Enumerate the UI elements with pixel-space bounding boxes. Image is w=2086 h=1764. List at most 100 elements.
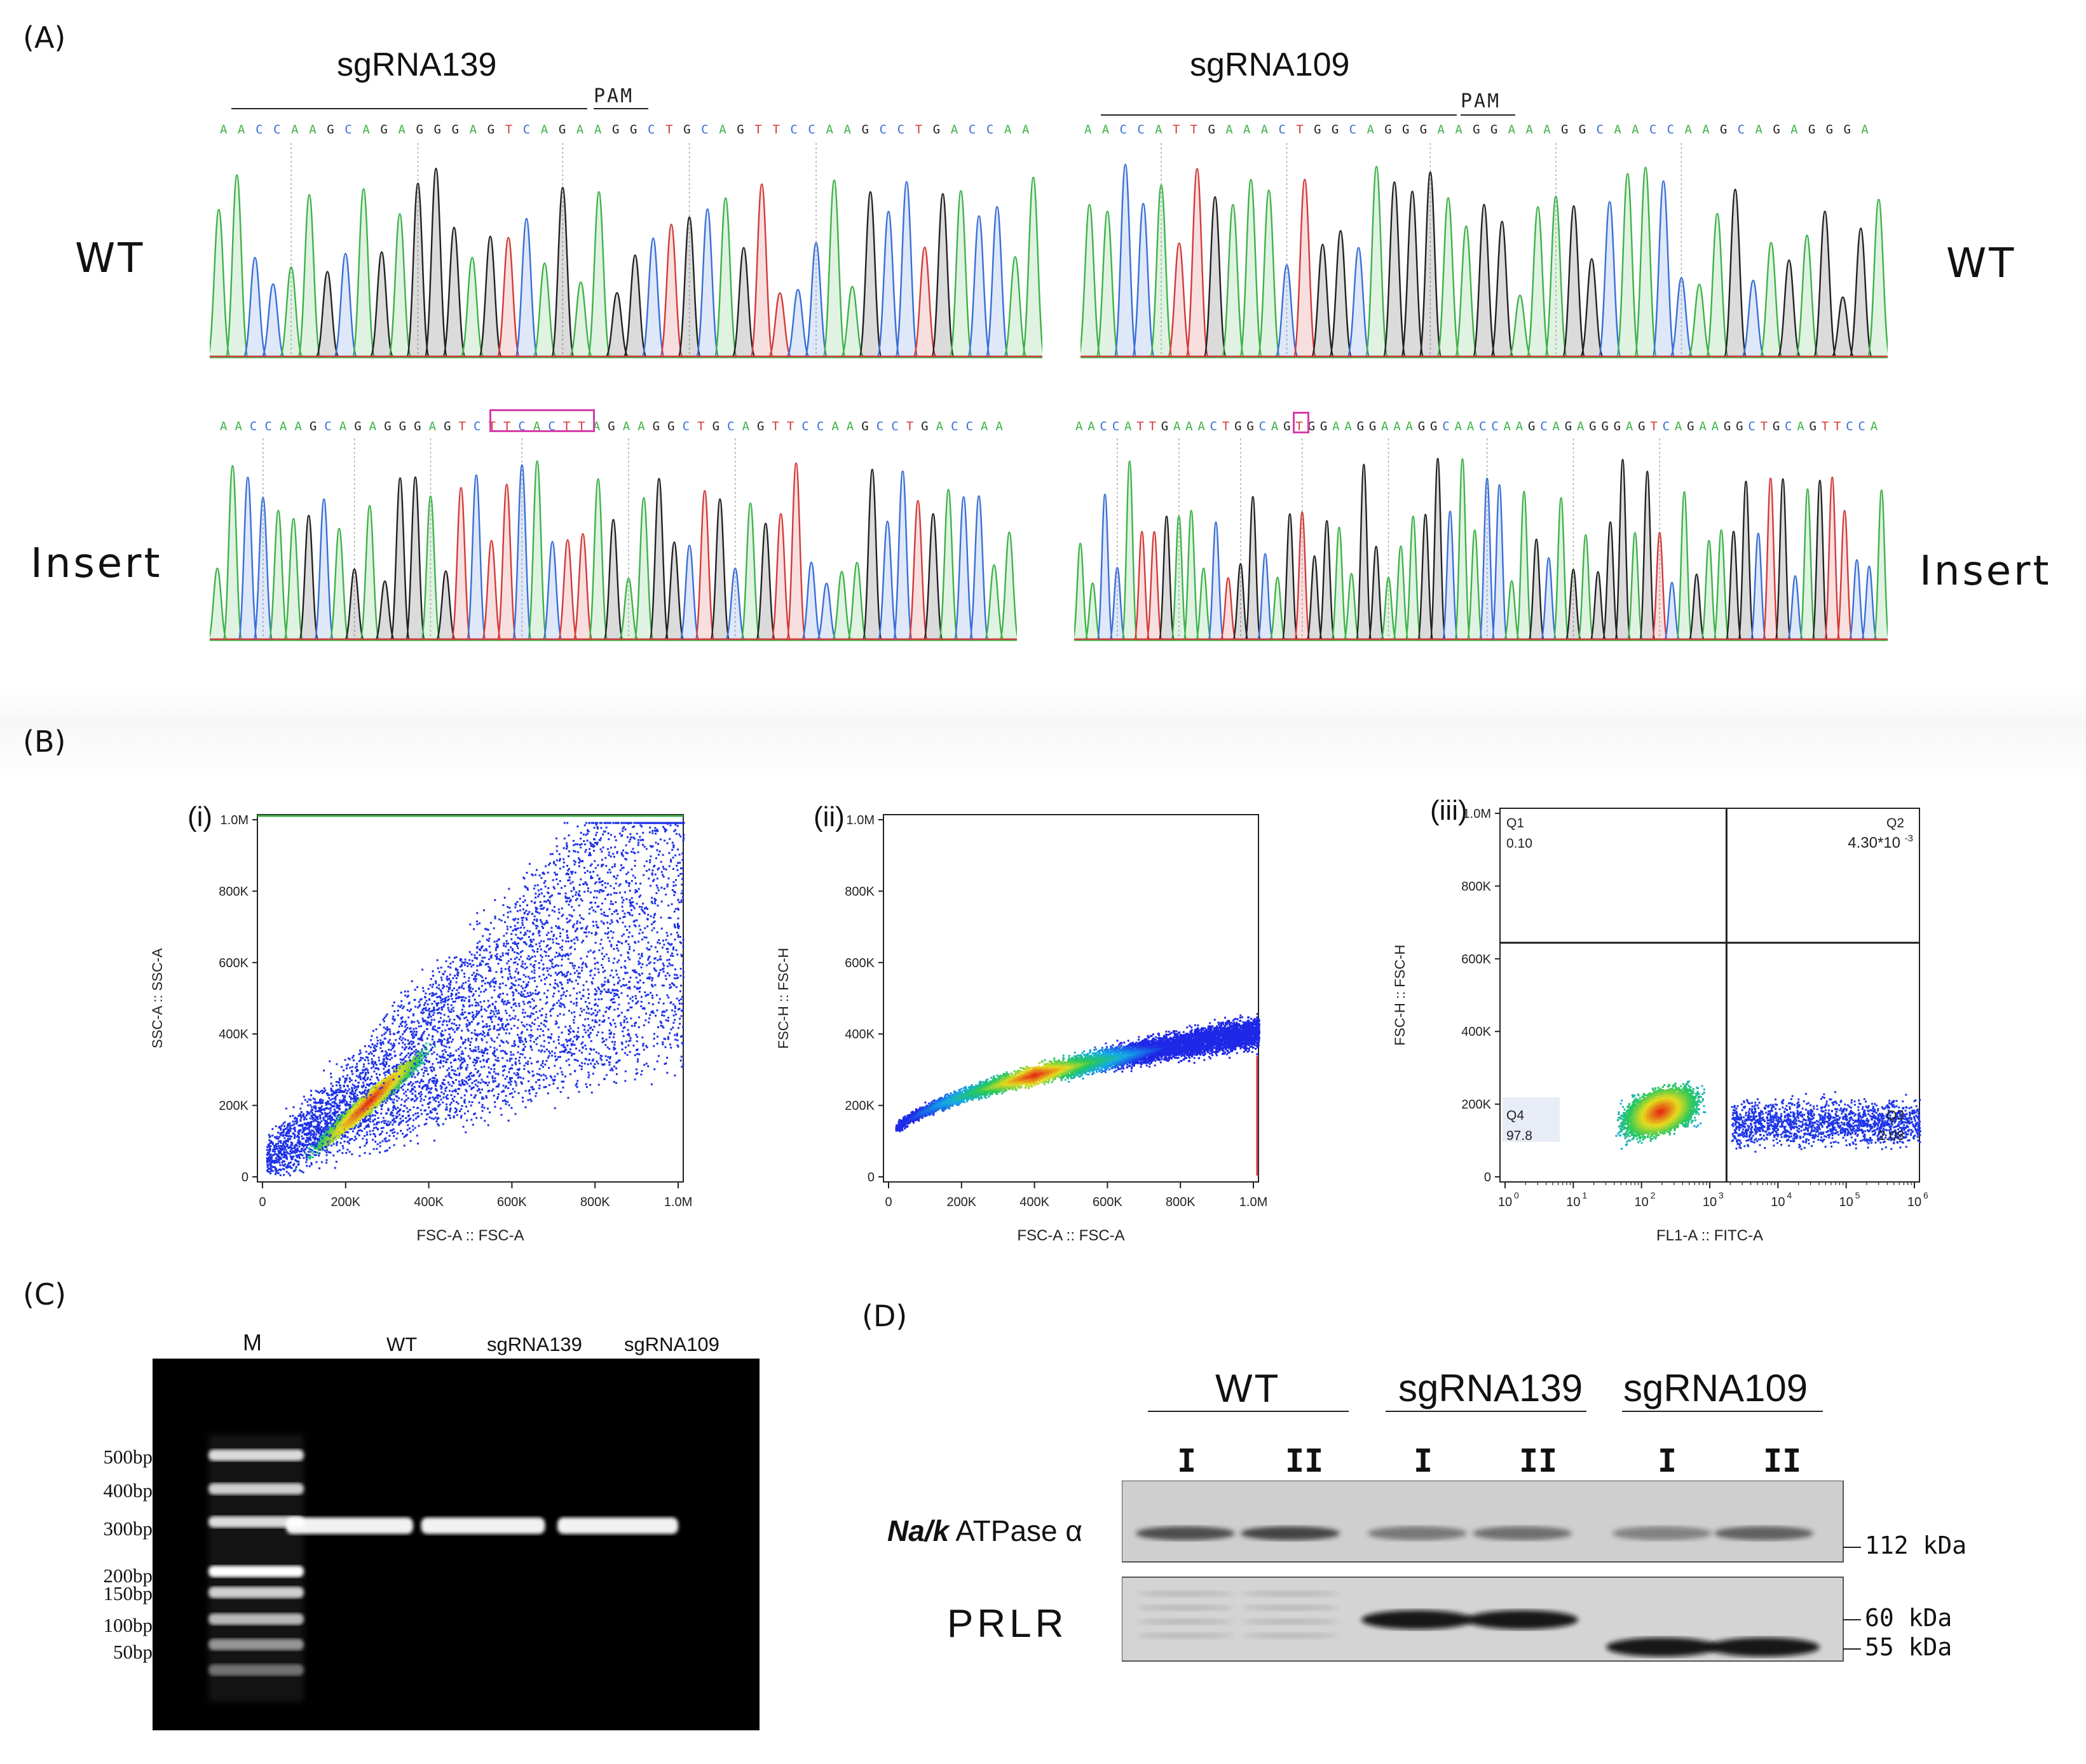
event-point — [415, 1099, 418, 1101]
base-letter: A — [1455, 419, 1462, 433]
event-point — [269, 1165, 272, 1167]
base-letter: C — [876, 419, 883, 433]
event-point — [346, 1074, 349, 1076]
base-letter: A — [1543, 123, 1550, 137]
event-point — [650, 923, 653, 926]
event-point — [395, 1117, 398, 1120]
event-point — [528, 958, 531, 961]
event-point — [467, 1110, 469, 1113]
event-point — [270, 1168, 273, 1170]
event-point — [449, 1061, 452, 1064]
event-point — [629, 902, 632, 905]
event-point — [388, 1053, 391, 1055]
event-point — [269, 1170, 272, 1172]
event-point — [629, 905, 632, 907]
event-point — [331, 1116, 333, 1119]
event-point — [620, 851, 623, 854]
event-point — [592, 843, 594, 846]
trace-peak — [664, 541, 685, 641]
trace-peak — [1651, 532, 1668, 641]
base-letter: A — [1525, 123, 1532, 137]
event-point — [658, 850, 661, 853]
event-point — [435, 1100, 437, 1102]
base-letter: T — [772, 123, 779, 137]
event-point — [393, 1090, 396, 1093]
x-tick-label: 0 — [259, 1195, 266, 1209]
event-point — [364, 1089, 367, 1092]
event-point — [456, 968, 459, 971]
event-point — [596, 1005, 599, 1007]
event-point — [458, 1024, 461, 1027]
event-point — [601, 1031, 604, 1034]
trace-peak — [1602, 521, 1619, 641]
event-point — [376, 1148, 378, 1150]
base-letter: G — [1430, 419, 1437, 433]
event-point — [552, 1005, 554, 1007]
event-point — [505, 1009, 507, 1012]
event-point — [398, 1025, 400, 1028]
event-point — [522, 980, 525, 983]
event-point — [535, 943, 538, 946]
event-point — [556, 1073, 559, 1075]
event-point — [315, 1102, 317, 1104]
event-point — [317, 1102, 319, 1104]
event-point — [475, 1034, 477, 1036]
event-point — [383, 1033, 386, 1035]
event-point — [670, 933, 672, 935]
base-letter: A — [826, 123, 833, 137]
event-point — [569, 994, 571, 997]
event-point — [513, 1042, 515, 1045]
event-point — [528, 863, 531, 865]
event-point — [637, 1058, 639, 1061]
event-point — [557, 1000, 560, 1002]
event-point — [433, 1076, 435, 1079]
event-point — [540, 940, 542, 942]
trace-peak — [1633, 166, 1658, 358]
event-point — [380, 1127, 383, 1129]
event-point — [351, 1087, 353, 1089]
event-point — [482, 1097, 485, 1100]
event-point — [433, 1028, 435, 1031]
event-point — [494, 1059, 497, 1061]
event-point — [279, 1164, 282, 1167]
event-point — [412, 1129, 414, 1131]
event-point — [567, 879, 569, 882]
event-point — [559, 867, 561, 870]
event-point — [336, 1111, 339, 1113]
trace-peak — [210, 208, 231, 358]
event-point — [331, 1112, 334, 1115]
event-point — [365, 1050, 367, 1053]
event-point — [631, 879, 633, 882]
event-point — [540, 1050, 542, 1053]
event-point — [620, 1022, 622, 1024]
event-point — [610, 1031, 612, 1034]
event-point — [461, 1061, 464, 1064]
event-point — [321, 1092, 324, 1094]
event-point — [395, 1091, 398, 1094]
base-letter: G — [1357, 419, 1364, 433]
event-point — [592, 1048, 595, 1051]
trace-peak — [1759, 241, 1783, 358]
event-point — [573, 987, 575, 989]
event-point — [574, 861, 576, 864]
event-point — [455, 1024, 458, 1026]
trace-peak — [1330, 526, 1348, 641]
event-point — [281, 1148, 283, 1151]
event-point — [465, 981, 467, 984]
base-letter: A — [1684, 123, 1691, 137]
event-point — [421, 1039, 424, 1041]
event-point — [611, 1041, 613, 1043]
trace-peak — [1525, 206, 1550, 358]
event-point — [650, 845, 652, 847]
event-point — [666, 935, 669, 937]
event-point — [344, 1131, 346, 1134]
event-point — [670, 1028, 672, 1031]
event-point — [317, 1123, 319, 1125]
event-point — [520, 1036, 522, 1039]
event-point — [648, 962, 650, 965]
event-point — [519, 932, 522, 934]
base-letter: G — [1579, 123, 1586, 137]
event-point — [386, 1140, 388, 1143]
event-point — [486, 1084, 489, 1087]
base-letter: A — [294, 419, 301, 433]
